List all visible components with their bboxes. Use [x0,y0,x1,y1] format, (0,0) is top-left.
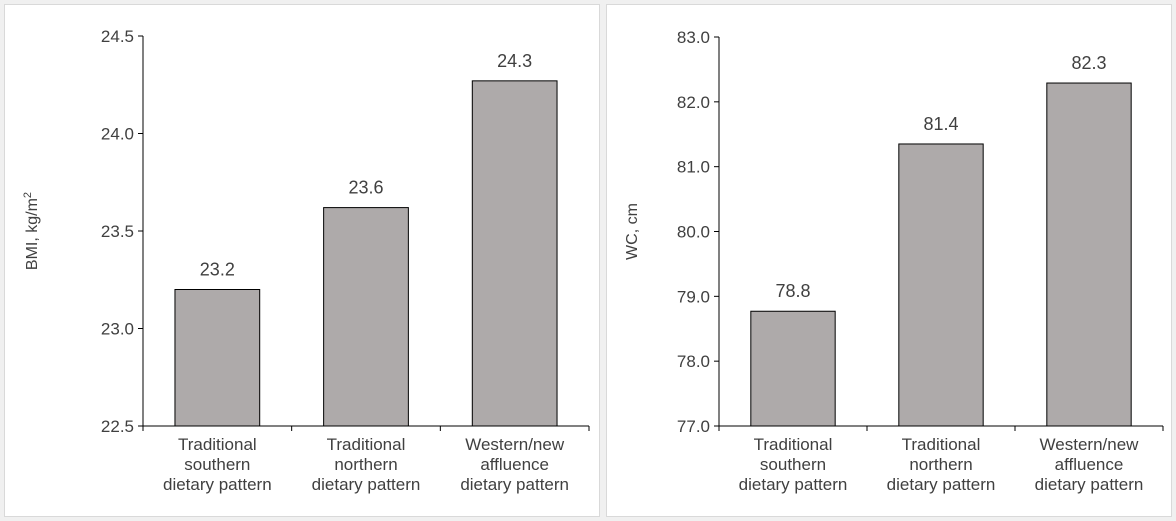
category-label-line: northern [334,455,397,474]
y-tick-label: 83.0 [677,28,710,47]
category-label-line: affluence [1055,455,1124,474]
wc-bar-chart: 77.0 78.0 79.0 80.0 81.0 82.0 83.0 78.8 Traditio… [624,28,1164,494]
data-label: 82.3 [1071,53,1106,73]
y-tick-label: 82.0 [677,93,710,112]
data-label: 81.4 [923,114,958,134]
y-tick-label: 79.0 [677,287,710,306]
category-label-line: Western/new [465,435,565,454]
bmi-bar-chart: 22.523.023.524.024.523.2Traditionalsouth… [22,27,590,494]
y-axis-title-text: BMI, kg/m [24,198,41,270]
category-label-line: dietary pattern [460,475,569,494]
wc-chart-panel: 77.0 78.0 79.0 80.0 81.0 82.0 83.0 78.8 Traditio… [606,4,1172,517]
data-label: 78.8 [775,281,810,301]
y-axis-title: BMI, kg/m2 [22,192,41,270]
bmi-chart-panel: 22.5 23.0 23.5 24.0 24.5 23.2 Traditional south… [4,4,600,517]
y-tick-label: 81.0 [677,158,710,177]
data-label: 23.6 [348,178,383,198]
y-tick-label: 24.5 [101,27,134,46]
category-label-line: dietary pattern [312,475,421,494]
category-label-line: dietary pattern [887,475,996,494]
category-label-line: Traditional [178,435,257,454]
y-tick-label: 23.0 [101,320,134,339]
category-label-line: northern [909,455,972,474]
category-label-line: Traditional [327,435,406,454]
category-label-line: Western/new [1040,435,1140,454]
category-label-line: Traditional [754,435,833,454]
bar [471,80,558,427]
category-label-line: dietary pattern [1035,475,1144,494]
category-label-line: southern [184,455,250,474]
y-tick-label: 24.0 [101,125,134,144]
y-tick-label: 77.0 [677,417,710,436]
y-axis-title-text: WC, cm [624,203,641,260]
category-label-line: Traditional [902,435,981,454]
y-tick-label: 80.0 [677,223,710,242]
category-label-line: southern [760,455,826,474]
y-tick-label: 22.5 [101,417,134,436]
y-tick-label: 23.5 [101,222,134,241]
category-label-line: affluence [480,455,549,474]
y-tick-label: 78.0 [677,352,710,371]
data-label: 24.3 [497,51,532,71]
bar [174,289,261,427]
category-label-line: dietary pattern [739,475,848,494]
data-label: 23.2 [200,260,235,280]
bar [1046,82,1132,427]
bar [750,310,836,427]
bar [323,207,409,427]
y-axis-title: WC, cm [624,203,641,260]
y-axis-title-superscript: 2 [22,192,34,198]
bar [898,143,984,427]
category-label-line: dietary pattern [163,475,272,494]
